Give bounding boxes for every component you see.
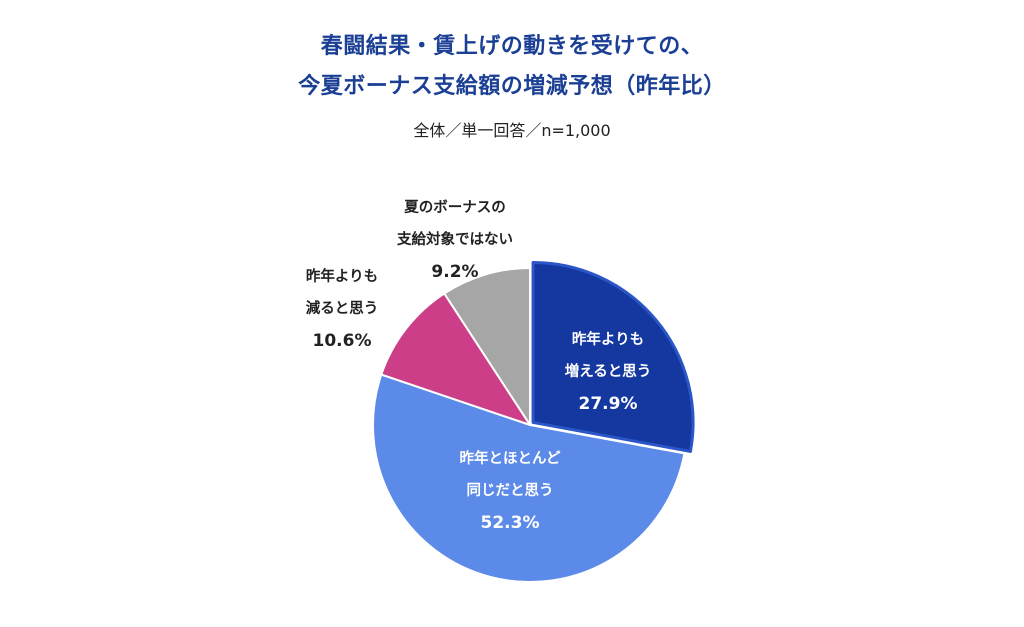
- label-decrease: 昨年よりも 減ると思う 10.6%: [305, 269, 379, 351]
- chart-title-line1: 春闘結果・賃上げの動きを受けての、: [320, 34, 704, 59]
- label-increase: 昨年よりも 増えると思う 27.9%: [564, 332, 652, 414]
- slice-decrease: [380, 292, 531, 426]
- label-same: 昨年とほとんど 同じだと思う 52.3%: [459, 451, 561, 533]
- label-not-applicable: 夏のボーナスの 支給対象ではない 9.2%: [397, 200, 513, 282]
- chart-subtitle: 全体／単一回答／n=1,000: [413, 121, 611, 140]
- chart-title-line2: 今夏ボーナス支給額の増減予想（昨年比）: [298, 74, 726, 99]
- slice-not-applicable: [443, 267, 531, 426]
- slice-increase: [531, 260, 695, 453]
- slice-same: [372, 373, 686, 583]
